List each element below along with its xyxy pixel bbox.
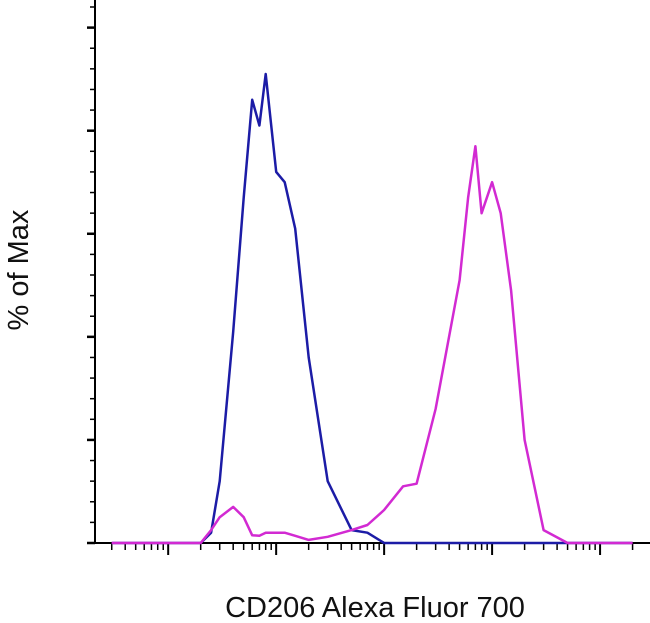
- histogram-line: [111, 144, 633, 545]
- x-axis-label: CD206 Alexa Fluor 700: [225, 592, 525, 623]
- y-axis-label: % of Max: [3, 209, 35, 330]
- histogram-line: [111, 72, 633, 545]
